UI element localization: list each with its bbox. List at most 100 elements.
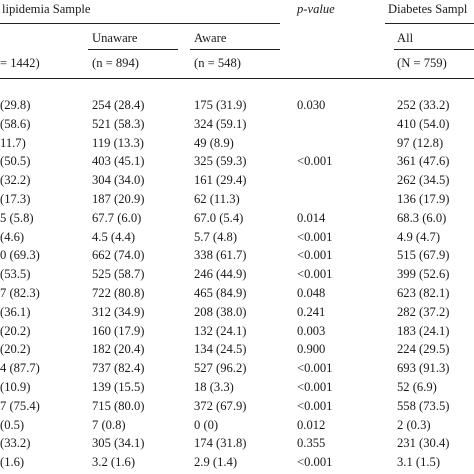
- col-header-aware: Aware: [194, 31, 227, 45]
- table-cell: 7 (82.3): [0, 286, 40, 300]
- table-cell: 4.5 (4.4): [92, 229, 136, 244]
- table-cell: 515 (67.9): [397, 248, 450, 263]
- table-cell: (36.1): [0, 304, 31, 319]
- table-cell: 312 (34.9): [92, 304, 145, 319]
- table-cell: 0.048: [297, 286, 326, 300]
- table-cell: (17.3): [0, 192, 31, 206]
- table-cell: <0.001: [297, 248, 333, 263]
- table-cell: 521 (58.3): [92, 116, 145, 131]
- table-cell: (10.9): [0, 380, 31, 394]
- table-cell: (0.5): [0, 417, 25, 432]
- p-value-header: p-value: [297, 2, 335, 16]
- table-cell: 119 (13.3): [92, 135, 144, 150]
- col-header-all: All: [397, 31, 414, 45]
- table-cell: 175 (31.9): [194, 98, 247, 112]
- table-cell: 0.014: [297, 210, 326, 225]
- table-cell: 224 (29.5): [397, 342, 450, 357]
- table-cell: 3.1 (1.5): [397, 455, 441, 470]
- table-cell: (58.6): [0, 116, 31, 131]
- table-cell: 136 (17.9): [397, 192, 450, 206]
- header-bottom-rule: [0, 78, 474, 79]
- table-cell: 0.012: [297, 417, 326, 432]
- table-cell: 662 (74.0): [92, 248, 145, 263]
- table-cell: (32.2): [0, 173, 31, 188]
- table-cell: 182 (20.4): [92, 342, 145, 357]
- table-cell: 465 (84.9): [194, 286, 247, 300]
- table-cell: 325 (59.3): [194, 154, 247, 169]
- table-cell: 246 (44.9): [194, 267, 247, 282]
- table-cell: 174 (31.8): [194, 436, 247, 451]
- table-cell: 305 (34.1): [92, 436, 145, 451]
- table-cell: 4 (87.7): [0, 361, 40, 376]
- table-cell: (20.2): [0, 342, 31, 357]
- table-cell: 2.9 (1.4): [194, 455, 238, 470]
- table-cell: 4.9 (4.7): [397, 229, 441, 244]
- table-cell: 693 (91.3): [397, 361, 450, 376]
- table-cell: 5 (5.8): [0, 210, 34, 225]
- table-cell: (33.2): [0, 436, 31, 451]
- table-cell: <0.001: [297, 398, 333, 413]
- table-cell: <0.001: [297, 267, 333, 282]
- sub-rule-unaware: [88, 49, 178, 50]
- table-cell: 0 (0): [194, 417, 219, 432]
- table-cell: 187 (20.9): [92, 192, 145, 206]
- table-cell: <0.001: [297, 380, 333, 394]
- group-title-dyslipidemia: lipidemia Sample: [2, 2, 91, 16]
- n-diabetes-all: (N = 759): [397, 56, 447, 70]
- table-cell: 67.7 (6.0): [92, 210, 142, 225]
- table-cell: 0.355: [297, 436, 326, 451]
- table-cell: 183 (24.1): [397, 323, 450, 338]
- table-cell: 2 (0.3): [397, 417, 431, 432]
- table-cell: 7 (75.4): [0, 398, 40, 413]
- table-cell: 410 (54.0): [397, 116, 450, 131]
- table-cell: 161 (29.4): [194, 173, 247, 188]
- group-title-diabetes: Diabetes Sampl: [388, 2, 468, 16]
- table-cell: 527 (96.2): [194, 361, 247, 376]
- table-cell: 252 (33.2): [397, 98, 450, 112]
- sub-rule-all: [394, 49, 474, 50]
- table-cell: 324 (59.1): [194, 116, 247, 131]
- table-cell: 97 (12.8): [397, 135, 444, 150]
- table-cell: 7 (0.8): [92, 417, 126, 432]
- table-cell: 3.2 (1.6): [92, 455, 136, 470]
- table-cell: 525 (58.7): [92, 267, 145, 282]
- table-cell: 304 (34.0): [92, 173, 145, 188]
- table-cell: 132 (24.1): [194, 323, 247, 338]
- table-cell: 262 (34.5): [397, 173, 450, 188]
- table-cell: (20.2): [0, 323, 31, 338]
- table-cell: 139 (15.5): [92, 380, 145, 394]
- table-cell: 18 (3.3): [194, 380, 234, 394]
- col-header-unaware: Unaware: [92, 31, 138, 45]
- table-cell: 0.900: [297, 342, 326, 357]
- table-cell: 208 (38.0): [194, 304, 247, 319]
- table-cell: <0.001: [297, 154, 333, 169]
- table-cell: (1.6): [0, 455, 25, 470]
- table-cell: 372 (67.9): [194, 398, 247, 413]
- n-all-dyslipidemia: = 1442): [0, 56, 40, 70]
- n-aware: (n = 548): [194, 56, 241, 70]
- table-cell: (29.8): [0, 98, 31, 112]
- table-cell: <0.001: [297, 361, 333, 376]
- table-cell: <0.001: [297, 455, 333, 470]
- table-cell: 67.0 (5.4): [194, 210, 244, 225]
- table-cell: 0 (69.3): [0, 248, 40, 263]
- sub-rule-aware: [190, 49, 280, 50]
- table-cell: 68.3 (6.0): [397, 210, 447, 225]
- table-cell: 715 (80.0): [92, 398, 145, 413]
- table-cell: 722 (80.8): [92, 286, 145, 300]
- table-cell: 231 (30.4): [397, 436, 450, 451]
- table-cell: 338 (61.7): [194, 248, 247, 263]
- spanner-rule-diabetes: [385, 23, 474, 24]
- table-cell: 399 (52.6): [397, 267, 450, 282]
- table-cell: 254 (28.4): [92, 98, 145, 112]
- table-cell: 49 (8.9): [194, 135, 234, 150]
- table-cell: 403 (45.1): [92, 154, 145, 169]
- table-cell: 558 (73.5): [397, 398, 450, 413]
- table-cell: (53.5): [0, 267, 31, 282]
- table-cell: 0.030: [297, 98, 326, 112]
- table-cell: <0.001: [297, 229, 333, 244]
- n-unaware: (n = 894): [92, 56, 139, 70]
- table-cell: 0.003: [297, 323, 326, 338]
- table-cell: (50.5): [0, 154, 31, 169]
